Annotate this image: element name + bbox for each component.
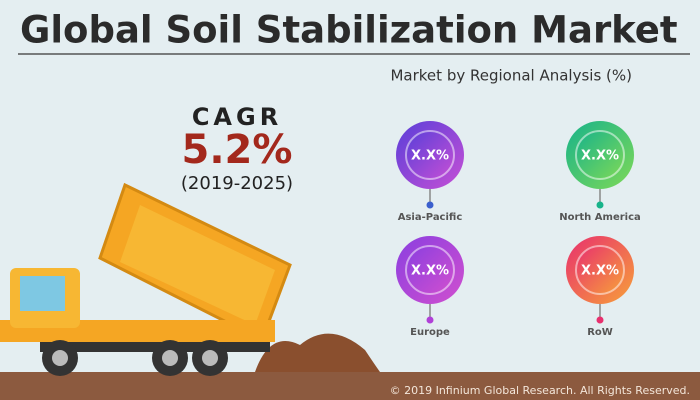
ring-inner xyxy=(405,130,455,180)
pin-dot xyxy=(426,316,434,324)
region-value: X.X% xyxy=(581,264,619,279)
region-label: Asia-Pacific xyxy=(398,212,463,223)
soil-pile xyxy=(255,333,380,372)
cagr-label: CAGR xyxy=(192,103,282,131)
footer: © 2019 Infinium Global Research. All Rig… xyxy=(390,384,690,397)
region-label: RoW xyxy=(587,327,613,338)
ring-inner xyxy=(405,245,455,295)
region-label: North America xyxy=(559,212,641,223)
ring-inner xyxy=(575,245,625,295)
pin-dot xyxy=(596,201,604,209)
ground xyxy=(0,372,700,400)
region-value: X.X% xyxy=(411,149,449,164)
pin-dot xyxy=(596,316,604,324)
region-value: X.X% xyxy=(581,149,619,164)
region-label: Europe xyxy=(410,327,450,338)
truck xyxy=(0,182,292,376)
ring-inner xyxy=(575,130,625,180)
title: Global Soil Stabilization Market xyxy=(20,9,678,52)
pin-dot xyxy=(426,201,434,209)
cagr-period: (2019-2025) xyxy=(181,173,293,194)
cagr-value: 5.2% xyxy=(182,127,293,173)
region-value: X.X% xyxy=(411,264,449,279)
subtitle: Market by Regional Analysis (%) xyxy=(390,67,632,85)
